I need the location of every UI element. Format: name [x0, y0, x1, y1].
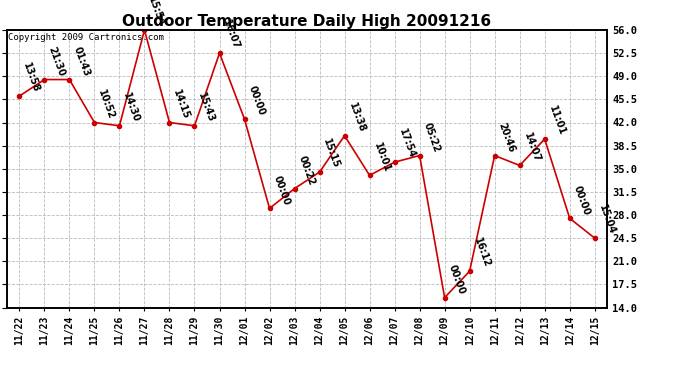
Text: 20:46: 20:46 [497, 121, 517, 153]
Text: 13:38: 13:38 [346, 101, 366, 134]
Text: 00:00: 00:00 [272, 174, 292, 206]
Text: 10:01: 10:01 [372, 141, 392, 173]
Text: 15:15: 15:15 [322, 138, 342, 170]
Title: Outdoor Temperature Daily High 20091216: Outdoor Temperature Daily High 20091216 [123, 14, 491, 29]
Text: 10:52: 10:52 [97, 88, 117, 120]
Text: 14:15: 14:15 [172, 88, 192, 120]
Text: 00:00: 00:00 [572, 184, 592, 216]
Text: 15:54: 15:54 [146, 0, 166, 28]
Text: 00:22: 00:22 [297, 154, 317, 187]
Text: 21:30: 21:30 [46, 45, 66, 78]
Text: 00:00: 00:00 [446, 263, 466, 296]
Text: Copyright 2009 Cartronics.com: Copyright 2009 Cartronics.com [8, 33, 164, 42]
Text: 15:04: 15:04 [597, 204, 617, 236]
Text: 14:07: 14:07 [522, 131, 542, 164]
Text: 00:00: 00:00 [246, 85, 266, 117]
Text: 11:01: 11:01 [546, 105, 566, 137]
Text: 14:30: 14:30 [121, 91, 141, 124]
Text: 16:07: 16:07 [221, 19, 242, 51]
Text: 13:58: 13:58 [21, 62, 41, 94]
Text: 17:54: 17:54 [397, 128, 417, 160]
Text: 15:43: 15:43 [197, 91, 217, 124]
Text: 16:12: 16:12 [472, 237, 492, 269]
Text: 05:22: 05:22 [422, 121, 442, 153]
Text: 01:43: 01:43 [72, 45, 92, 78]
